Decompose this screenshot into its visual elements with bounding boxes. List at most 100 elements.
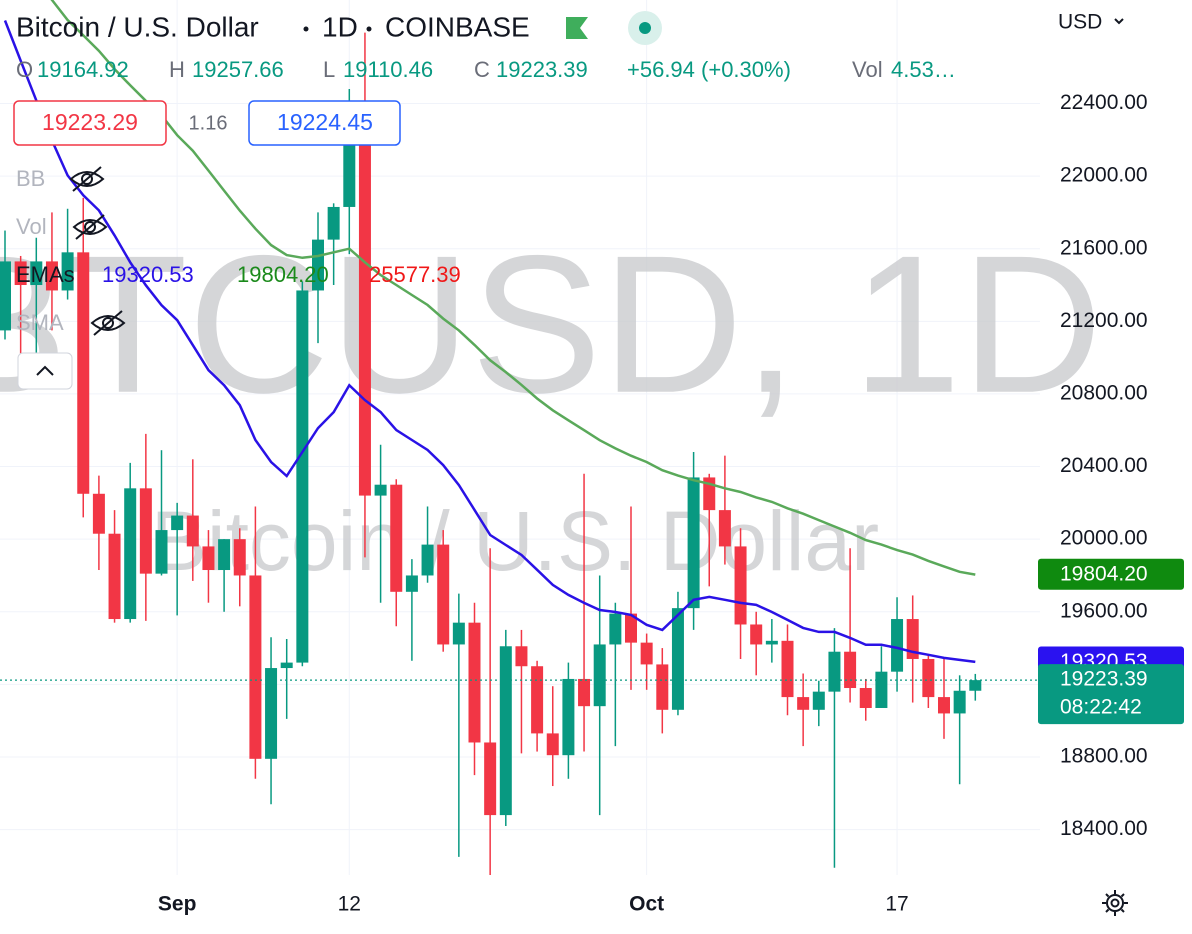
ask[interactable]: 19224.45 (277, 109, 373, 135)
ohlc-value: 19223.39 (496, 57, 588, 82)
candle-body (265, 668, 278, 759)
candle-body (390, 484, 403, 592)
ohlc-value: 19164.92 (37, 57, 129, 82)
candle-body (296, 290, 309, 663)
y-tick-label: 20400.00 (1060, 454, 1148, 477)
candle-body (0, 261, 11, 331)
symbol-title[interactable]: Bitcoin / U.S. Dollar (16, 11, 259, 42)
ask-box[interactable] (248, 100, 401, 146)
bid[interactable]: 19223.29 (42, 109, 138, 135)
separator (366, 26, 372, 32)
y-tick-label: 19600.00 (1060, 599, 1148, 622)
currency[interactable]: USD (1058, 11, 1102, 34)
y-tick-label: 21200.00 (1060, 309, 1148, 332)
candle-body (327, 206, 340, 240)
change: +56.94 (+0.30%) (627, 57, 791, 82)
last-price-badge (1038, 664, 1184, 725)
candle-body (421, 544, 434, 576)
indicator-name[interactable]: BB (16, 166, 45, 191)
collapse-chevron[interactable] (36, 365, 54, 376)
currency-chevron[interactable] (1114, 18, 1124, 25)
grid (0, 0, 1040, 875)
candle-body (499, 646, 512, 816)
candle-body (139, 488, 152, 574)
candle-body (578, 678, 591, 707)
x-tick-label: Oct (629, 893, 664, 916)
y-tick-label: 22000.00 (1060, 164, 1148, 187)
indicator-name[interactable]: Vol (16, 214, 47, 239)
price-axis: 18400.00 18800.00 19600.00 20000.00 20400.00… (1038, 91, 1184, 840)
candle-body (233, 539, 246, 576)
volume-label: Vol (852, 57, 883, 82)
settings-icon[interactable] (1102, 890, 1128, 916)
candle-body (437, 544, 450, 645)
candle-body (922, 658, 935, 698)
candle-body (531, 666, 544, 734)
watermark: BTCUSD, 1D Bitcoin / U.S. Dollar (0, 215, 1103, 588)
candle-body (797, 697, 810, 710)
candle-body (593, 644, 606, 707)
interval[interactable]: 1D (322, 11, 358, 42)
candle-body (92, 493, 105, 534)
plot-area (0, 0, 1040, 875)
candle-body (718, 510, 731, 547)
candle-body (108, 533, 121, 620)
ema-line (3, 20, 976, 664)
candle-body (202, 546, 215, 571)
hide-icon[interactable] (72, 214, 108, 240)
watermark-symbol: BTCUSD, 1D (0, 215, 1103, 434)
y-tick-label: 18800.00 (1060, 745, 1148, 768)
candle-body (468, 622, 481, 743)
candle-body (186, 515, 199, 547)
ohlc-label: H (169, 57, 185, 82)
hide-icon[interactable] (69, 166, 105, 192)
watermark-title: Bitcoin / U.S. Dollar (151, 494, 879, 588)
price-badge (1038, 558, 1184, 590)
candle-body (609, 613, 622, 645)
flag-icon[interactable] (566, 17, 588, 39)
candle-body (155, 530, 168, 574)
candle-body (750, 624, 763, 645)
countdown: 08:22:42 (1060, 696, 1142, 719)
hide-icon[interactable] (90, 310, 126, 336)
candle-body (969, 680, 982, 691)
candle-body (30, 261, 43, 286)
candle-body (671, 608, 684, 710)
candle-body (14, 261, 27, 286)
ema-value: 25577.39 (369, 262, 461, 287)
candle-body (61, 252, 74, 291)
candle-body (781, 640, 794, 698)
candle-body (546, 733, 559, 756)
ohlc-label: O (16, 57, 33, 82)
candle-body (312, 239, 324, 291)
ohlc-label: C (474, 57, 490, 82)
price-badge-label: 19804.20 (1060, 562, 1148, 585)
indicator-name[interactable]: EMAs (16, 262, 75, 287)
collapse-button[interactable] (17, 352, 73, 390)
indicator-name[interactable]: SMA (16, 310, 64, 335)
candle-body (938, 697, 950, 714)
separator (303, 26, 309, 32)
last-price-label: 19223.39 (1060, 668, 1148, 691)
y-tick-label: 22400.00 (1060, 91, 1148, 114)
candle-body (124, 488, 137, 620)
x-tick-label: 12 (338, 893, 361, 916)
candle-body (374, 484, 387, 496)
ema-value: 19320.53 (102, 262, 194, 287)
candle-body (343, 145, 356, 207)
candle-body (249, 575, 262, 759)
candle-body (515, 646, 528, 667)
candle-body (405, 575, 418, 592)
candle-body (562, 678, 575, 756)
ema-value: 19804.20 (237, 262, 329, 287)
candle-body (906, 619, 919, 659)
y-tick-label: 20000.00 (1060, 527, 1148, 550)
bid-box[interactable] (13, 100, 167, 146)
exchange: COINBASE (385, 11, 530, 42)
y-tick-label: 18400.00 (1060, 817, 1148, 840)
candle-body (640, 642, 653, 665)
candle-body (859, 688, 872, 708)
ohlc-value: 19257.66 (192, 57, 284, 82)
candle-body (828, 651, 841, 692)
